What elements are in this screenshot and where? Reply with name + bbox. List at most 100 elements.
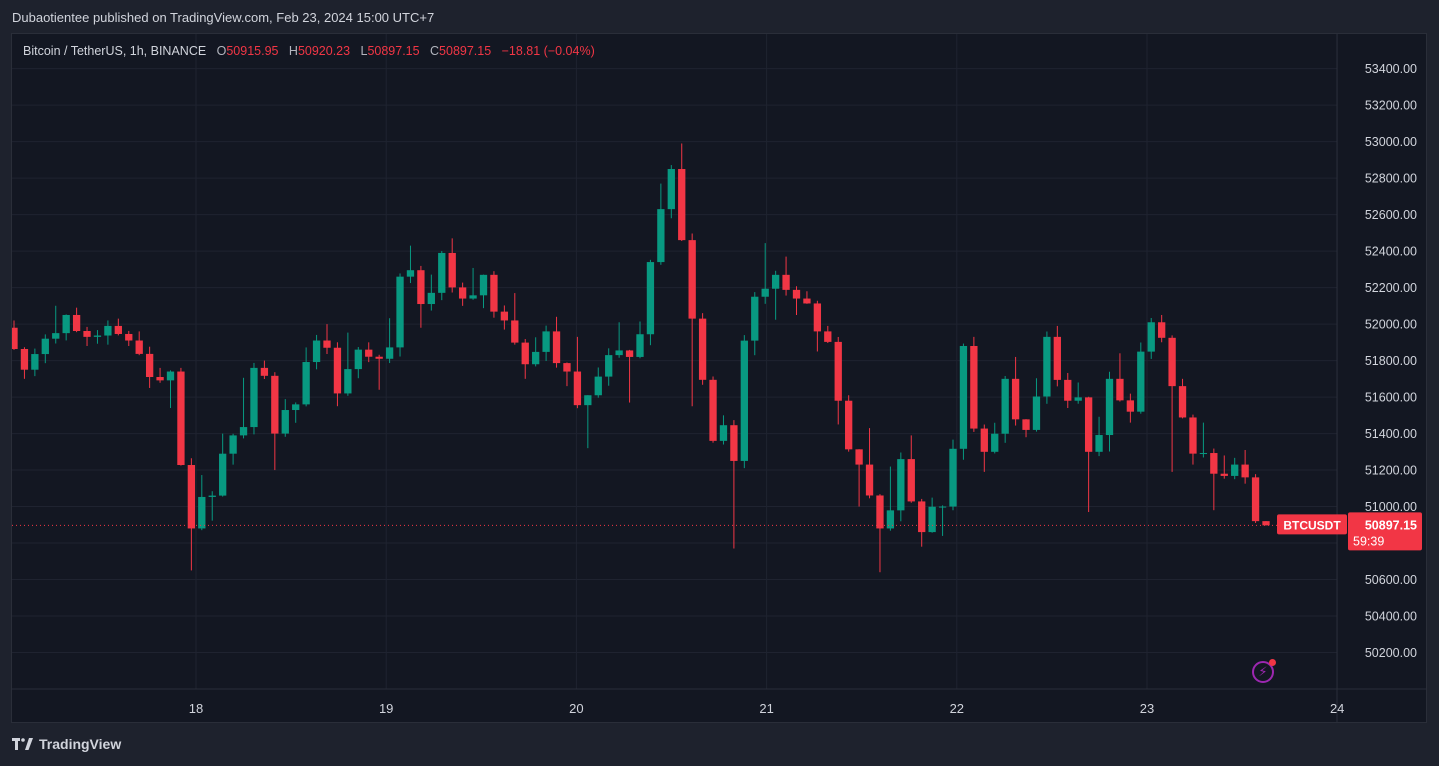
candle-body [1251, 477, 1260, 522]
candle-body [12, 327, 18, 350]
lightning-icon[interactable]: ⚡ [1252, 659, 1276, 683]
candle-body [20, 349, 29, 370]
candle-body [1084, 397, 1093, 452]
candle-body [1158, 322, 1166, 338]
publisher-line: Dubaotientee published on TradingView.co… [12, 10, 435, 25]
candle-body [1231, 464, 1239, 476]
candle-body [845, 400, 853, 450]
candle-body [385, 347, 394, 359]
candle-body [949, 448, 957, 507]
candle-body [813, 303, 822, 332]
y-tick-label: 52600.00 [1365, 208, 1417, 222]
y-tick-label: 50200.00 [1365, 646, 1417, 660]
candle-body [740, 340, 748, 461]
candle-body [1220, 473, 1228, 476]
candle-body [928, 506, 936, 533]
price-tag-value: 50897.15 [1365, 518, 1417, 532]
candle-body [1241, 464, 1249, 478]
y-tick-label: 51000.00 [1365, 500, 1417, 514]
candle-body [260, 367, 269, 376]
candle-body [657, 209, 665, 263]
x-tick-label: 19 [379, 701, 393, 716]
candle-body [1011, 378, 1020, 420]
candle-body [93, 335, 102, 337]
candle-body [532, 351, 540, 365]
x-tick-label: 20 [569, 701, 583, 716]
brand-label: TradingView [39, 736, 122, 752]
y-tick-label: 53400.00 [1365, 62, 1417, 76]
candle-body [1126, 400, 1135, 412]
y-tick-label: 53000.00 [1365, 135, 1417, 149]
candle-body [824, 331, 832, 342]
symbol-label[interactable]: Bitcoin / TetherUS, 1h, BINANCE [23, 44, 207, 58]
candle-body [959, 345, 968, 449]
countdown-label: 59:39 [1353, 534, 1384, 548]
candle-body [177, 371, 185, 466]
change-value: −18.81 (−0.04%) [501, 44, 595, 58]
candle-body [1178, 386, 1187, 418]
candle-body [354, 349, 362, 370]
candle-body [761, 288, 769, 297]
candle-body [41, 338, 49, 355]
candle-body [156, 377, 164, 381]
candle-body [886, 510, 895, 529]
candle-body [62, 314, 70, 334]
ohlc-legend: Bitcoin / TetherUS, 1h, BINANCE O50915.9… [23, 44, 595, 58]
candle-body [991, 433, 999, 452]
candle-body [219, 453, 227, 496]
candle-body [333, 347, 342, 394]
candle-body [135, 340, 143, 354]
candle-body [302, 362, 310, 405]
y-tick-label: 50600.00 [1365, 573, 1417, 587]
candle-body [938, 506, 947, 508]
y-tick-label: 51600.00 [1365, 391, 1417, 405]
candle-body [980, 428, 988, 452]
candle-body [646, 262, 655, 335]
candlestick-chart[interactable]: 18 19 20 21 22 23 2450200.0050400.0050600.0051… [12, 34, 1426, 722]
candle-body [458, 287, 467, 299]
candle-body [573, 371, 582, 406]
candle-body [125, 333, 133, 341]
high-value: 50920.23 [297, 44, 351, 58]
candle-body [1105, 378, 1114, 436]
candle-body [594, 376, 602, 396]
candle-body [1116, 378, 1124, 401]
ticker-tag-label: BTCUSDT [1283, 518, 1341, 532]
candle-body [250, 367, 258, 428]
candle-body [83, 330, 91, 337]
candle-body [469, 295, 477, 299]
candle-body [417, 270, 425, 305]
chart-panel[interactable]: 18 19 20 21 22 23 24 50200.00 50400.00 50600.00 51… [11, 33, 1427, 723]
candle-body [1095, 435, 1103, 452]
price-tag-background [1348, 512, 1422, 551]
candle-body [312, 340, 321, 363]
low-value: 50897.15 [367, 44, 420, 58]
candle-body [1262, 521, 1270, 526]
candle-body [271, 375, 279, 434]
candle-body [1199, 453, 1208, 455]
y-tick-label: 51800.00 [1365, 354, 1417, 368]
candle-body [803, 298, 811, 304]
candle-body [114, 325, 122, 334]
candle-body [1022, 419, 1030, 430]
candle-body [782, 274, 790, 290]
candle-body [1064, 379, 1072, 401]
open-value: 50915.95 [226, 44, 279, 58]
tradingview-logo: TradingView [12, 736, 121, 752]
candle-body [1001, 378, 1009, 434]
candle-body [1032, 396, 1041, 430]
candle-body [897, 459, 905, 511]
candle-body [490, 274, 498, 312]
candle-body [615, 350, 623, 356]
candle-body [667, 169, 675, 210]
candle-body [406, 270, 415, 277]
y-tick-label: 51200.00 [1365, 464, 1417, 478]
candle-body [698, 318, 707, 380]
candle-body [500, 311, 509, 321]
y-tick-label: 52400.00 [1365, 245, 1417, 259]
candle-body [865, 464, 874, 496]
candle-body [31, 354, 39, 370]
candle-body [198, 496, 206, 529]
candle-body [552, 331, 561, 364]
candle-body [855, 449, 863, 465]
